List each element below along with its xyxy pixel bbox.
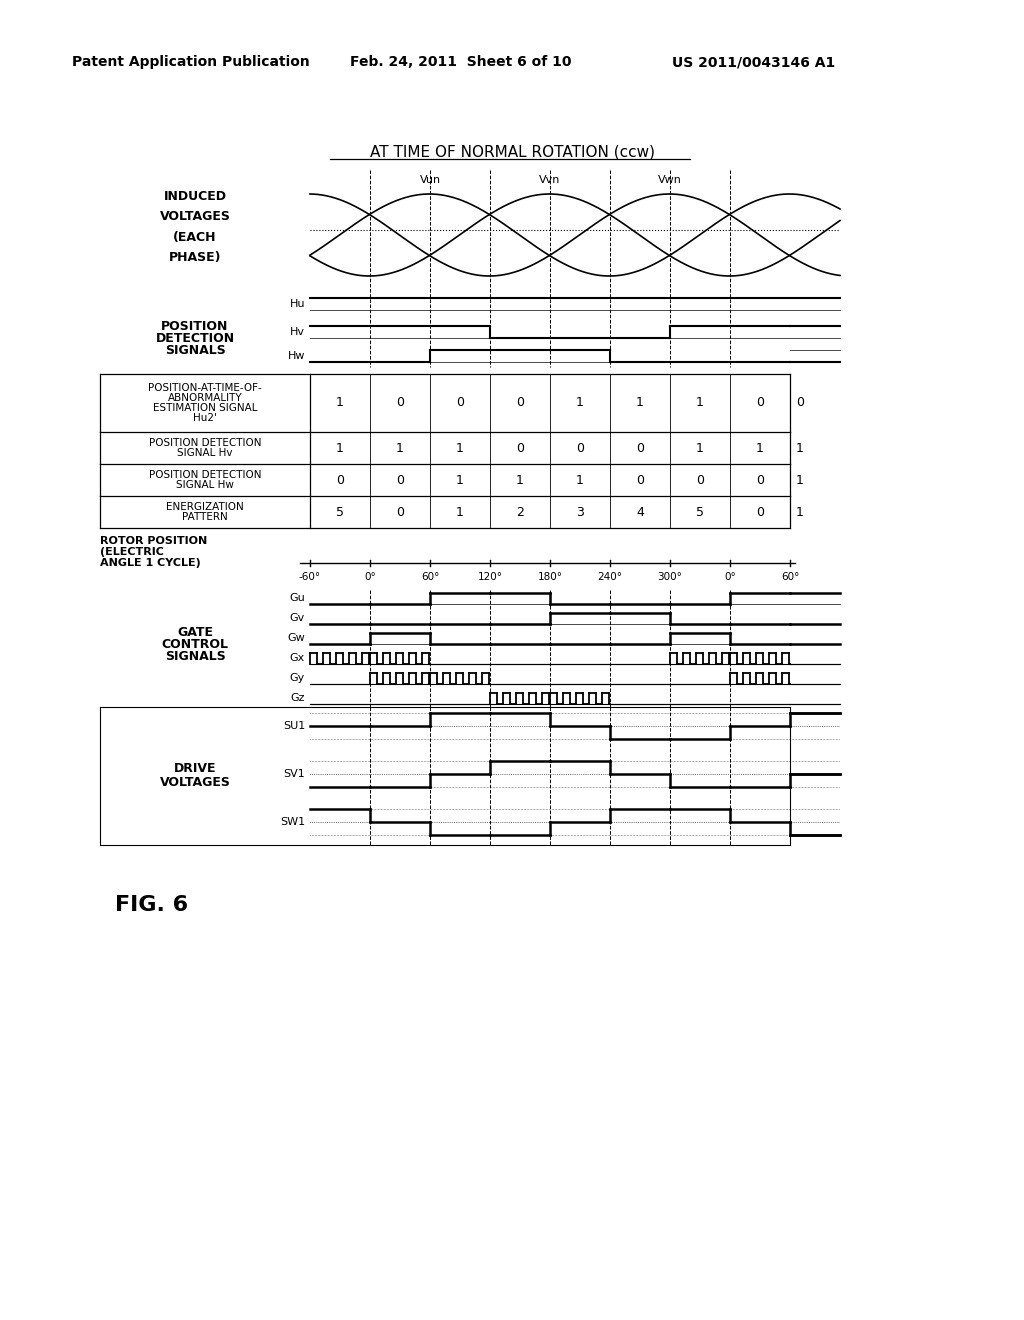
Text: 1: 1 xyxy=(696,396,703,409)
Text: POSITION-AT-TIME-OF-: POSITION-AT-TIME-OF- xyxy=(148,383,262,393)
Text: Gv: Gv xyxy=(290,612,305,623)
Text: 0: 0 xyxy=(516,441,524,454)
Text: INDUCED: INDUCED xyxy=(164,190,226,203)
Text: SIGNALS: SIGNALS xyxy=(165,651,225,664)
Text: (EACH: (EACH xyxy=(173,231,217,243)
Text: -60°: -60° xyxy=(299,572,322,582)
Text: POSITION: POSITION xyxy=(162,319,228,333)
Text: 0: 0 xyxy=(756,506,764,519)
Text: 1: 1 xyxy=(577,396,584,409)
Text: 1: 1 xyxy=(336,396,344,409)
Text: (ELECTRIC: (ELECTRIC xyxy=(100,546,164,557)
Text: Hu2': Hu2' xyxy=(194,413,217,422)
Text: Hw: Hw xyxy=(288,351,305,360)
Text: 120°: 120° xyxy=(477,572,503,582)
Text: 3: 3 xyxy=(577,506,584,519)
Text: 4: 4 xyxy=(636,506,644,519)
Text: PHASE): PHASE) xyxy=(169,251,221,264)
Text: 1: 1 xyxy=(456,474,464,487)
Text: ESTIMATION SIGNAL: ESTIMATION SIGNAL xyxy=(153,403,257,413)
Text: 180°: 180° xyxy=(538,572,562,582)
Text: 1: 1 xyxy=(516,474,524,487)
Text: ROTOR POSITION: ROTOR POSITION xyxy=(100,536,207,546)
Text: VOLTAGES: VOLTAGES xyxy=(160,776,230,788)
Text: 1: 1 xyxy=(796,441,804,454)
Text: DETECTION: DETECTION xyxy=(156,331,234,345)
Text: 0: 0 xyxy=(516,396,524,409)
Text: 1: 1 xyxy=(396,441,403,454)
Text: PATTERN: PATTERN xyxy=(182,512,228,521)
Text: 0: 0 xyxy=(575,441,584,454)
Text: AT TIME OF NORMAL ROTATION (ccw): AT TIME OF NORMAL ROTATION (ccw) xyxy=(370,144,654,160)
Text: POSITION DETECTION: POSITION DETECTION xyxy=(148,438,261,447)
Text: 0: 0 xyxy=(456,396,464,409)
Text: 1: 1 xyxy=(456,506,464,519)
Text: 1: 1 xyxy=(696,441,703,454)
Text: SV1: SV1 xyxy=(284,770,305,779)
Text: Gu: Gu xyxy=(289,593,305,603)
Text: 0: 0 xyxy=(336,474,344,487)
Text: Feb. 24, 2011  Sheet 6 of 10: Feb. 24, 2011 Sheet 6 of 10 xyxy=(350,55,571,69)
Text: SIGNAL Hv: SIGNAL Hv xyxy=(177,447,232,458)
Text: 60°: 60° xyxy=(421,572,439,582)
Text: CONTROL: CONTROL xyxy=(162,639,228,652)
Text: 1: 1 xyxy=(336,441,344,454)
Text: 1: 1 xyxy=(577,474,584,487)
Text: 5: 5 xyxy=(336,506,344,519)
Text: ANGLE 1 CYCLE): ANGLE 1 CYCLE) xyxy=(100,558,201,568)
Text: VOLTAGES: VOLTAGES xyxy=(160,210,230,223)
Text: SW1: SW1 xyxy=(280,817,305,828)
Text: 300°: 300° xyxy=(657,572,682,582)
Text: 5: 5 xyxy=(696,506,705,519)
Text: 0: 0 xyxy=(696,474,705,487)
Text: Gw: Gw xyxy=(288,634,305,643)
Text: SIGNALS: SIGNALS xyxy=(165,343,225,356)
Text: 0°: 0° xyxy=(365,572,376,582)
Text: 0: 0 xyxy=(396,474,404,487)
Text: 1: 1 xyxy=(636,396,644,409)
Text: Gz: Gz xyxy=(291,693,305,704)
Text: 2: 2 xyxy=(516,506,524,519)
Text: GATE: GATE xyxy=(177,627,213,639)
Text: 1: 1 xyxy=(796,474,804,487)
Text: Vun: Vun xyxy=(420,176,440,185)
Text: Vwn: Vwn xyxy=(658,176,682,185)
Text: 0°: 0° xyxy=(724,572,736,582)
Text: DRIVE: DRIVE xyxy=(174,763,216,776)
Text: 0: 0 xyxy=(396,506,404,519)
Text: ABNORMALITY: ABNORMALITY xyxy=(168,393,243,403)
Text: SIGNAL Hw: SIGNAL Hw xyxy=(176,480,233,490)
Text: Gy: Gy xyxy=(290,673,305,682)
Text: Vvn: Vvn xyxy=(540,176,561,185)
Text: 0: 0 xyxy=(756,474,764,487)
Text: 1: 1 xyxy=(796,506,804,519)
Text: 1: 1 xyxy=(756,441,764,454)
Text: SU1: SU1 xyxy=(283,721,305,731)
Text: US 2011/0043146 A1: US 2011/0043146 A1 xyxy=(672,55,836,69)
Text: ENERGIZATION: ENERGIZATION xyxy=(166,502,244,512)
Text: 1: 1 xyxy=(456,441,464,454)
Text: 0: 0 xyxy=(796,396,804,409)
Text: Hu: Hu xyxy=(290,300,305,309)
Text: 0: 0 xyxy=(396,396,404,409)
Text: 60°: 60° xyxy=(781,572,799,582)
Text: 240°: 240° xyxy=(597,572,623,582)
Text: POSITION DETECTION: POSITION DETECTION xyxy=(148,470,261,480)
Text: Hv: Hv xyxy=(290,327,305,337)
Text: Patent Application Publication: Patent Application Publication xyxy=(72,55,309,69)
Text: 0: 0 xyxy=(636,474,644,487)
Text: FIG. 6: FIG. 6 xyxy=(115,895,188,915)
Text: Gx: Gx xyxy=(290,653,305,663)
Text: 0: 0 xyxy=(636,441,644,454)
Text: 0: 0 xyxy=(756,396,764,409)
